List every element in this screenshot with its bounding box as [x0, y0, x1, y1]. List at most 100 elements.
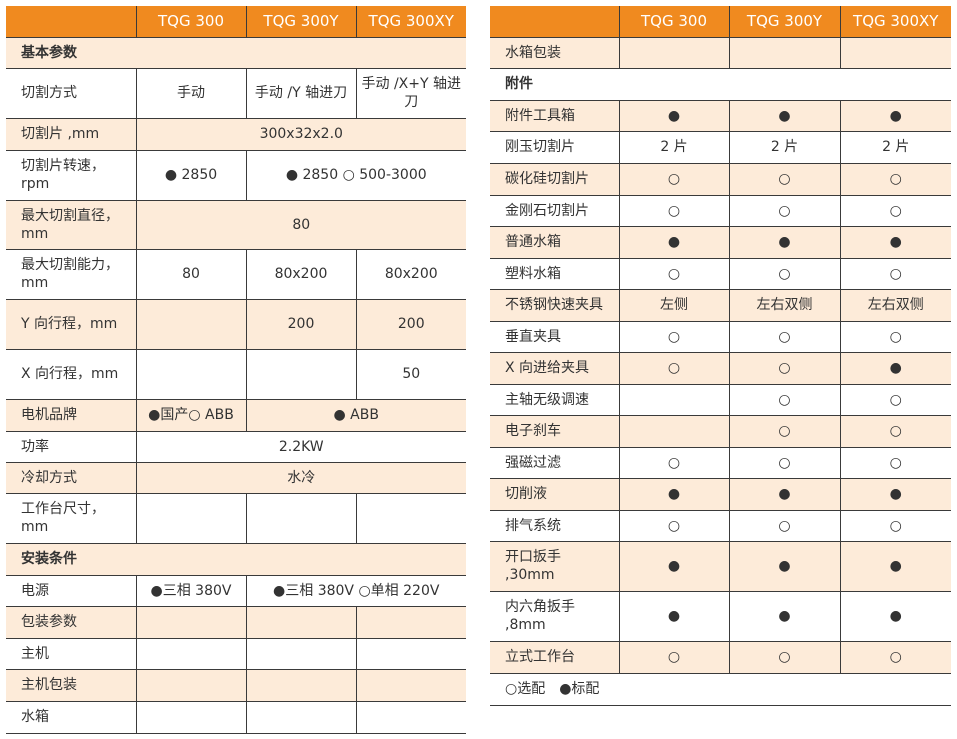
row-label: 电子刹车: [490, 414, 619, 448]
column-header: TQG 300: [135, 6, 246, 38]
row-label: 主机: [6, 637, 136, 670]
table-row: 最大切割能力，mm 80 80x200 80x200: [6, 248, 466, 300]
cell-value: ○: [618, 640, 729, 674]
table-row: 电机品牌 ●国产○ ABB ● ABB: [6, 398, 466, 432]
row-label: 不锈钢快速夹具: [490, 288, 619, 322]
cell-value: ●: [618, 99, 729, 132]
cell-value: ○: [839, 162, 951, 196]
cell-value: ● ABB: [245, 398, 466, 432]
cell-value: ●: [618, 540, 729, 592]
cell-value: 2 片: [839, 130, 951, 164]
table-row: X 向进给夹具 ○ ○ ●: [490, 351, 951, 385]
row-label: 水箱包装: [490, 36, 619, 69]
table-row: 水箱: [6, 700, 466, 734]
row-label: 切割片转速，rpm: [6, 149, 136, 201]
column-header: TQG 300Y: [245, 6, 356, 38]
table-row: 普通水箱 ● ● ●: [490, 225, 951, 259]
cell-value: ○: [839, 383, 951, 416]
table-row: 碳化硅切割片 ○ ○ ○: [490, 162, 951, 196]
cell-value: [245, 605, 356, 639]
column-header: TQG 300XY: [839, 6, 951, 38]
row-label: 切割方式: [6, 67, 136, 119]
row-label: X 向行程，mm: [6, 348, 136, 400]
column-header-blank: [6, 6, 136, 38]
row-label: 碳化硅切割片: [490, 162, 619, 196]
table-row: 主机: [6, 637, 466, 670]
row-label: 电源: [6, 574, 136, 607]
row-label: X 向进给夹具: [490, 351, 619, 385]
section-title: 附件: [490, 67, 951, 101]
table-row: 附件工具箱 ● ● ●: [490, 99, 951, 132]
cell-value: 80: [135, 199, 466, 250]
cell-value: [135, 668, 246, 702]
cell-value: ●: [618, 590, 729, 642]
cell-value: ○: [618, 446, 729, 479]
cell-value: [135, 700, 246, 734]
row-label: 金刚石切割片: [490, 194, 619, 227]
cell-value: ●: [839, 590, 951, 642]
cell-value: [728, 36, 840, 69]
row-label: 电机品牌: [6, 398, 136, 432]
row-label: 强磁过滤: [490, 446, 619, 479]
cell-value: ○: [618, 257, 729, 290]
cell-value: ○: [839, 257, 951, 290]
cell-value: ○: [728, 640, 840, 674]
cell-value: [135, 348, 246, 400]
table-row: 包装参数: [6, 605, 466, 639]
row-label: 切削液: [490, 477, 619, 511]
cell-value: 2.2KW: [135, 430, 466, 463]
table-row: 最大切割直径，mm 80: [6, 199, 466, 250]
section-title: 安装条件: [6, 542, 466, 576]
cell-value: [355, 700, 466, 734]
cell-value: [618, 414, 729, 448]
table-row: 主轴无级调速 ○ ○: [490, 383, 951, 416]
cell-value: [618, 36, 729, 69]
row-label: 主机包装: [6, 668, 136, 702]
cell-value: ○: [839, 320, 951, 353]
cell-value: ●三相 380V: [135, 574, 246, 607]
cell-value: [135, 637, 246, 670]
row-label: 冷却方式: [6, 461, 136, 494]
row-label: 切割片 ,mm: [6, 117, 136, 151]
table-row: 垂直夹具 ○ ○ ○: [490, 320, 951, 353]
column-header: TQG 300XY: [355, 6, 466, 38]
row-label: 最大切割能力，mm: [6, 248, 136, 300]
table-row: 切削液 ● ● ●: [490, 477, 951, 511]
cell-value: [135, 492, 246, 544]
cell-value: ○: [728, 351, 840, 385]
row-label: 普通水箱: [490, 225, 619, 259]
cell-value: [135, 298, 246, 350]
legend-text: ○选配 ●标配: [490, 672, 951, 706]
cell-value: 左右双侧: [839, 288, 951, 322]
header-row: TQG 300 TQG 300Y TQG 300XY: [490, 6, 951, 38]
row-label: 内六角扳手 ,8mm: [490, 590, 619, 642]
section-row: 安装条件: [6, 542, 466, 576]
cell-value: ○: [839, 194, 951, 227]
cell-value: ●: [839, 351, 951, 385]
table-row: 水箱包装: [490, 36, 951, 69]
header-row: TQG 300 TQG 300Y TQG 300XY: [6, 6, 466, 38]
cell-value: ○: [728, 383, 840, 416]
table-row: 冷却方式 水冷: [6, 461, 466, 494]
cell-value: ○: [618, 509, 729, 542]
cell-value: ○: [618, 320, 729, 353]
cell-value: 手动: [135, 67, 246, 119]
cell-value: [355, 668, 466, 702]
table-row: X 向行程，mm 50: [6, 348, 466, 400]
column-header: TQG 300Y: [728, 6, 840, 38]
cell-value: ●: [728, 540, 840, 592]
cell-value: ○: [728, 414, 840, 448]
spec-table-right: TQG 300 TQG 300Y TQG 300XY 水箱包装 附件 附件工具箱 ● ● ● 刚玉…: [490, 6, 951, 706]
cell-value: [135, 605, 246, 639]
table-row: 功率 2.2KW: [6, 430, 466, 463]
table-row: 金刚石切割片 ○ ○ ○: [490, 194, 951, 227]
cell-value: 300x32x2.0: [135, 117, 466, 151]
cell-value: 手动 /Y 轴进刀: [245, 67, 356, 119]
row-label: 排气系统: [490, 509, 619, 542]
row-label: 垂直夹具: [490, 320, 619, 353]
table-row: 塑料水箱 ○ ○ ○: [490, 257, 951, 290]
cell-value: 80x200: [245, 248, 356, 300]
cell-value: ●: [728, 99, 840, 132]
column-header-blank: [490, 6, 619, 38]
